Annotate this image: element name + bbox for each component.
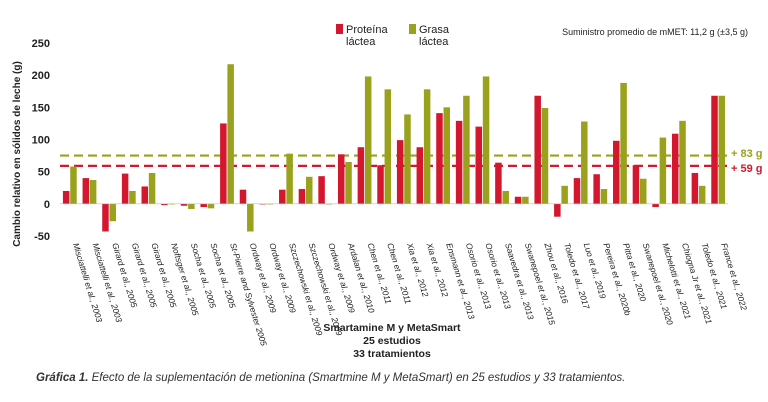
protein-bar [475,126,483,204]
x-axis-title-line: 25 estudios [363,335,421,347]
y-tick-label: 200 [32,70,50,82]
y-tick-label: 100 [32,135,50,147]
protein-bar [121,173,129,204]
fat-bar [463,95,470,204]
fat-bar [384,89,392,204]
fat-bar [227,64,234,204]
protein-bar [298,189,306,204]
protein-bar [632,165,640,204]
fat-bar [89,180,97,204]
fat-bar [639,178,647,204]
reference-line-label: + 83 g [731,148,763,160]
protein-bar [200,203,207,208]
protein-bar [161,203,168,206]
y-tick-label: 0 [44,199,50,211]
fat-bar [561,185,568,204]
fat-bar [443,107,451,204]
caption-label: Gráfica 1. [36,372,89,384]
protein-bar [554,203,561,217]
fat-bar [247,203,254,232]
protein-bar [495,162,502,204]
fat-bar [345,162,352,204]
protein-bar [691,172,699,204]
y-axis: -50 0 50 100 150 200 250 [32,38,728,243]
legend-swatch [409,24,416,34]
fat-bar [659,137,667,204]
y-tick-label: 250 [32,38,50,50]
protein-bar [396,140,404,204]
protein-bar [652,203,659,208]
fat-bar [129,190,136,204]
fat-bar [482,76,490,204]
legend-label: láctea [346,36,376,48]
protein-bar [436,113,443,204]
y-tick-label: -50 [34,231,50,243]
fat-bar [148,172,156,204]
fat-bar [404,114,411,204]
protein-bar [671,133,679,204]
fat-bar [698,185,706,204]
y-tick-label: 150 [32,102,50,114]
protein-bar [416,147,424,204]
x-axis-title-line: Smartamine M y MetaSmart [323,322,461,334]
fat-bar [679,120,686,204]
legend-label: Grasa [419,24,450,36]
protein-bar [82,178,90,204]
caption-text: Efecto de la suplementación de metionina… [88,372,626,384]
x-axis-title-line: 33 tratamientos [353,348,431,360]
protein-bar [141,186,149,204]
bars-group [62,64,726,232]
fat-bar [423,89,431,204]
legend-swatch [336,24,343,34]
fat-bar [305,176,313,204]
fat-bar [522,196,529,204]
protein-bar [102,203,109,232]
legend-label: Proteína [346,24,388,36]
fat-bar [581,121,588,204]
fat-bar [364,76,372,204]
protein-bar [337,154,345,204]
fat-bar [600,189,608,204]
fat-bar [188,203,195,209]
y-axis-label: Cambio relativo en sólidos de leche (g) [12,61,23,247]
protein-bar [593,174,600,204]
protein-bar [455,120,463,204]
protein-bar [573,178,581,204]
protein-bar [613,140,620,204]
fat-bar [620,82,627,204]
reference-lines [60,154,728,167]
figure-caption: Gráfica 1. Efecto de la suplementación d… [36,372,756,384]
protein-bar [711,95,718,204]
supply-annotation: Suministro promedio de mMET: 11,2 g (±3,… [562,27,748,37]
fat-bar [502,190,509,204]
y-tick-label: 50 [38,167,50,179]
protein-bar [220,123,227,204]
reference-line-label: + 59 g [731,163,763,175]
protein-bar [62,190,70,204]
protein-bar [279,189,286,204]
protein-bar [377,165,384,204]
fat-bar [718,95,726,204]
protein-bar [514,196,522,204]
legend-label: láctea [419,36,449,48]
reference-line-labels: + 83 g + 59 g [731,148,763,175]
fat-bar [286,153,293,204]
fat-bar [70,166,77,204]
protein-bar [180,203,188,206]
protein-bar [534,95,541,204]
protein-bar [239,189,247,204]
fat-bar [207,203,215,209]
fat-bar [541,107,549,204]
protein-bar [318,176,325,204]
fat-bar [109,203,117,222]
protein-bar [357,147,365,204]
